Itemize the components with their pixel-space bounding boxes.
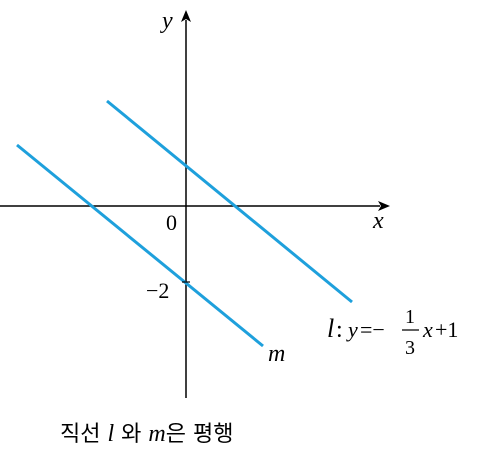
l-equation: l : y =− 1 3 x +1 [327,306,458,359]
x-arrow [378,201,390,211]
colon: : [336,317,343,343]
m-label: m [268,341,285,367]
origin-label: 0 [166,210,177,235]
eq-rest: +1 [435,317,458,342]
x-label: x [372,208,384,234]
numerator: 1 [405,306,415,328]
eq-y: y [346,317,358,342]
intercept-label: −2 [146,278,169,303]
eq-sign: =− [360,317,385,342]
caption-part: 은 평행 [166,422,234,447]
caption: 직선 l 와 m은 평행 [60,421,233,447]
line-m [16,143,264,348]
line-l [106,99,353,304]
eq-x: x [422,317,433,342]
caption-part: 와 [114,422,148,447]
l-name: l [327,314,334,343]
y-arrow [181,10,191,22]
caption-part: m [148,421,165,447]
y-label: y [160,8,173,34]
denominator: 3 [405,337,415,359]
caption-part: 직선 [60,422,107,447]
caption-part: l [107,421,114,447]
